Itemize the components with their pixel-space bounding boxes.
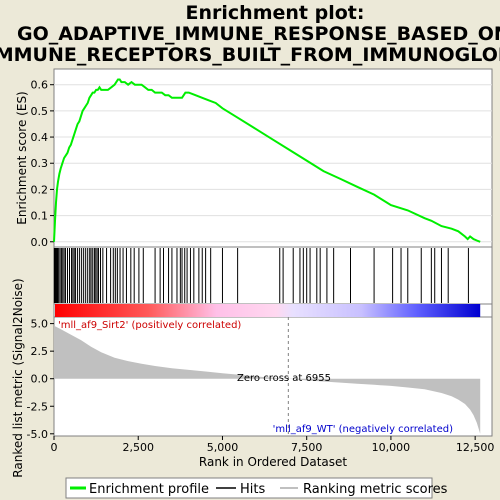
metric-area-group bbox=[54, 317, 481, 436]
es-curve-group bbox=[53, 78, 481, 243]
es-y-tick-label: 0.5 bbox=[31, 105, 49, 118]
x-axis-label: Rank in Ordered Dataset bbox=[199, 455, 347, 469]
title: Enrichment plot: GO_ADAPTIVE_IMMUNE_RESP… bbox=[0, 2, 500, 66]
rank-color-bar bbox=[55, 304, 481, 317]
metric-y-tick-label: 5.0 bbox=[31, 318, 49, 331]
es-y-tick-label: 0.2 bbox=[31, 183, 49, 196]
x-tick-label: 7,500 bbox=[291, 441, 323, 454]
metric-y-tick-label: 2.5 bbox=[31, 345, 49, 358]
x-tick-label: 0 bbox=[51, 441, 58, 454]
positive-correlation-label: 'mll_af9_Sirt2' (positively correlated) bbox=[58, 320, 241, 331]
es-y-tick-label: 0.6 bbox=[31, 79, 49, 92]
metric-y-ticks: 5.0 2.5 0.0 -2.5 -5.0 bbox=[27, 318, 54, 441]
title-line-3: IMMUNE_RECEPTORS_BUILT_FROM_IMMUNOGLOB bbox=[0, 44, 500, 66]
metric-y-tick-label: -5.0 bbox=[27, 428, 48, 441]
hits-group bbox=[53, 248, 469, 303]
x-tick-label: 10,000 bbox=[372, 441, 411, 454]
es-y-tick-label: 0.0 bbox=[31, 236, 49, 249]
hits-panel bbox=[53, 246, 493, 305]
es-y-tick-label: 0.3 bbox=[31, 157, 49, 170]
legend-label-enrichment: Enrichment profile bbox=[89, 482, 209, 497]
es-y-axis-label: Enrichment score (ES) bbox=[15, 91, 29, 224]
zero-cross-label: Zero cross at 6955 bbox=[237, 373, 331, 384]
metric-y-axis-label: Ranked list metric (Signal2Noise) bbox=[11, 278, 25, 477]
es-y-tick-label: 0.4 bbox=[31, 131, 49, 144]
metric-y-tick-label: -2.5 bbox=[27, 400, 48, 413]
x-tick-label: 5,000 bbox=[207, 441, 239, 454]
es-y-ticks: 0.0 0.1 0.2 0.3 0.4 0.5 0.6 bbox=[31, 79, 54, 249]
x-tick-label: 12,500 bbox=[456, 441, 495, 454]
x-ticks: 0 2,500 5,000 7,500 10,000 12,500 bbox=[51, 436, 495, 454]
legend-label-hits: Hits bbox=[240, 482, 265, 497]
legend-box bbox=[65, 477, 433, 499]
negative-correlation-label: 'mll_af9_WT' (negatively correlated) bbox=[273, 424, 453, 435]
x-tick-label: 2,500 bbox=[122, 441, 154, 454]
metric-y-tick-label: 0.0 bbox=[31, 373, 49, 386]
title-line-1: Enrichment plot: bbox=[186, 2, 365, 24]
ranking-metric-area bbox=[54, 325, 481, 434]
legend-label-ranking: Ranking metric scores bbox=[303, 482, 448, 497]
es-panel bbox=[53, 68, 493, 248]
title-line-2: GO_ADAPTIVE_IMMUNE_RESPONSE_BASED_ON_S bbox=[17, 23, 500, 45]
es-y-tick-label: 0.1 bbox=[31, 210, 49, 223]
enrichment-profile-line bbox=[53, 78, 481, 243]
